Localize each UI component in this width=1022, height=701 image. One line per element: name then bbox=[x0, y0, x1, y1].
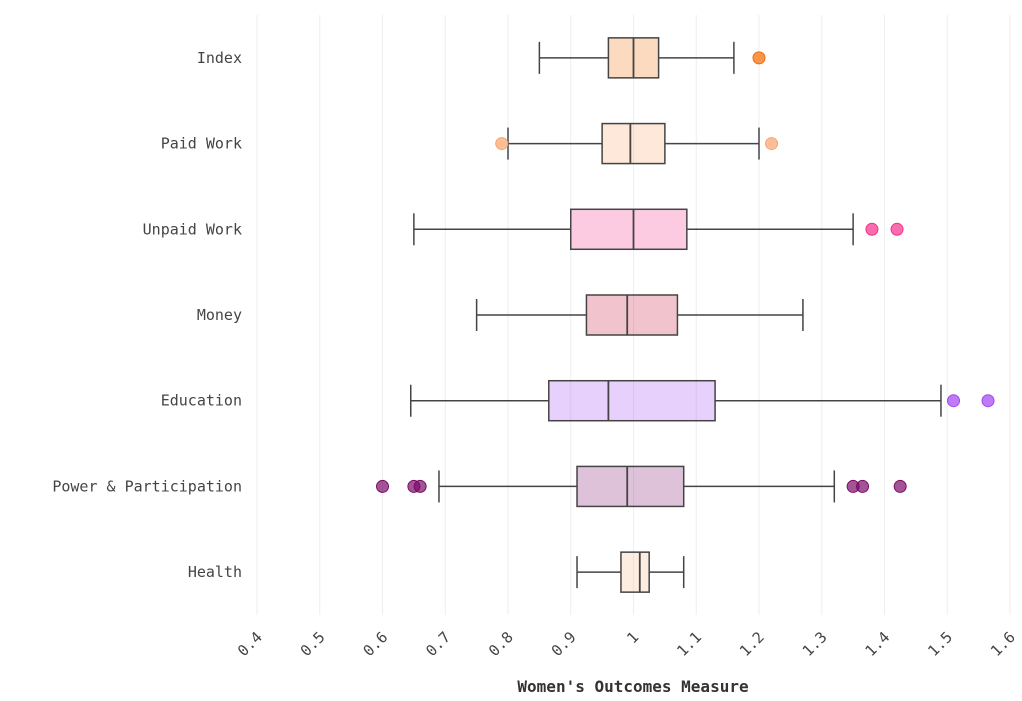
box bbox=[570, 208, 688, 251]
x-tick-label: 1 bbox=[623, 628, 642, 647]
x-tick-label: 0.6 bbox=[359, 628, 391, 660]
category-label: Education bbox=[161, 392, 242, 410]
x-tick-label: 0.5 bbox=[297, 628, 329, 660]
outlier bbox=[947, 394, 961, 408]
x-tick-label: 1.4 bbox=[861, 628, 893, 660]
category-label: Unpaid Work bbox=[143, 220, 242, 238]
outlier bbox=[413, 479, 427, 493]
category-label: Money bbox=[197, 306, 242, 324]
outlier bbox=[495, 137, 509, 151]
box bbox=[576, 465, 685, 508]
x-tick-label: 0.9 bbox=[548, 628, 580, 660]
outlier bbox=[890, 222, 904, 236]
category-label: Index bbox=[197, 49, 242, 67]
x-tick-label: 0.8 bbox=[485, 628, 517, 660]
x-tick-label: 0.7 bbox=[422, 628, 454, 660]
x-tick-label: 1.3 bbox=[799, 628, 831, 660]
outlier bbox=[752, 51, 766, 65]
x-tick-label: 1.5 bbox=[924, 628, 956, 660]
outlier bbox=[765, 137, 779, 151]
x-tick-label: 1.2 bbox=[736, 628, 768, 660]
category-label: Paid Work bbox=[161, 135, 242, 153]
x-tick-label: 0.4 bbox=[234, 628, 266, 660]
box bbox=[548, 379, 716, 422]
outlier bbox=[893, 479, 907, 493]
category-label: Health bbox=[188, 563, 242, 581]
box bbox=[585, 294, 679, 336]
x-tick-label: 1.1 bbox=[673, 628, 705, 660]
outlier bbox=[376, 479, 389, 493]
box bbox=[620, 551, 650, 593]
x-axis-title: Women's Outcomes Measure bbox=[517, 677, 748, 696]
x-tick-label: 1.6 bbox=[987, 628, 1019, 660]
outlier bbox=[865, 222, 879, 236]
outlier bbox=[856, 479, 870, 493]
outlier bbox=[981, 394, 995, 408]
category-label: Power & Participation bbox=[52, 477, 242, 495]
box bbox=[601, 122, 666, 165]
